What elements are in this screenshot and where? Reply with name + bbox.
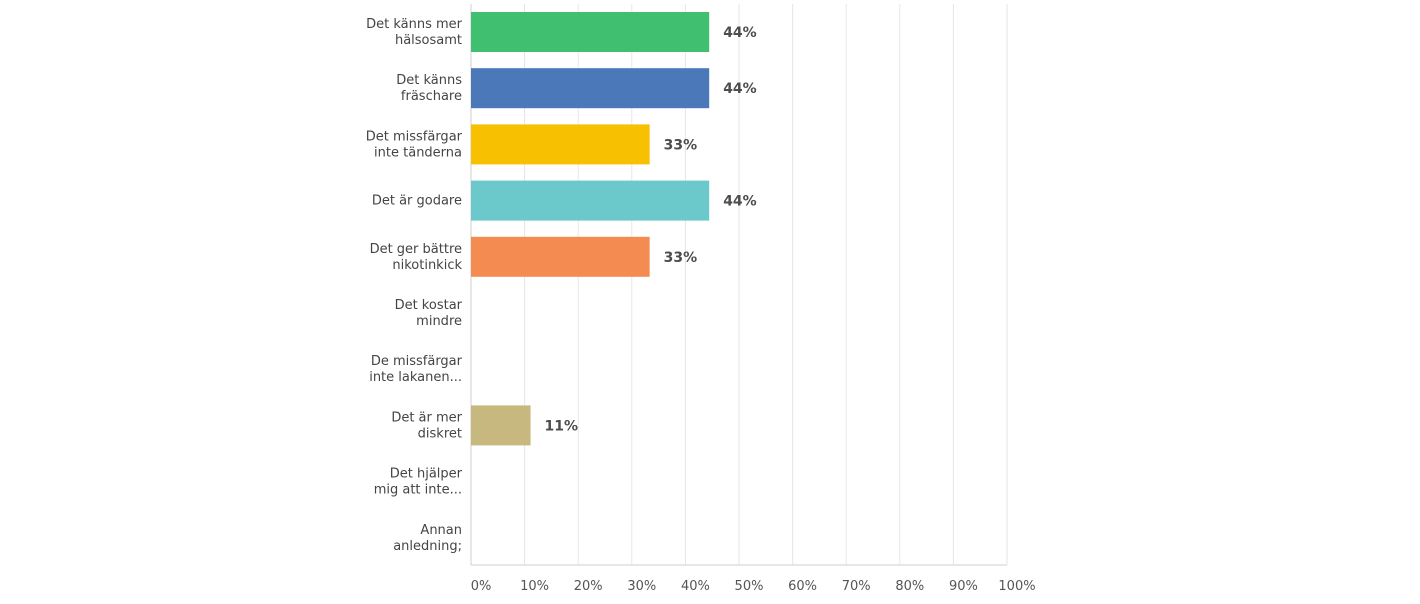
value-label: 11% — [545, 418, 579, 434]
x-tick-label: 60% — [788, 579, 817, 594]
category-label: fräschare — [401, 89, 462, 104]
category-label: nikotinkick — [392, 258, 462, 273]
category-label: Det känns mer — [366, 17, 463, 32]
category-label: inte lakanen... — [369, 370, 462, 385]
bar — [471, 68, 710, 109]
category-label: mig att inte... — [374, 483, 462, 498]
value-label: 33% — [664, 137, 698, 153]
category-label: Annan — [420, 523, 462, 538]
bar — [471, 12, 710, 52]
x-tick-label: 40% — [681, 579, 710, 594]
bar — [471, 124, 650, 165]
bars — [471, 12, 710, 446]
x-tick-label: 70% — [842, 579, 871, 594]
x-tick-label: 0% — [471, 579, 492, 594]
category-label: Det är godare — [372, 194, 462, 209]
category-label: mindre — [416, 314, 462, 329]
x-tick-label: 50% — [735, 579, 764, 594]
value-label: 33% — [664, 250, 698, 266]
category-label: De missfärgar — [371, 354, 463, 369]
category-label: anledning; — [393, 539, 462, 554]
value-label: 44% — [723, 81, 757, 97]
category-label: hälsosamt — [395, 33, 462, 48]
category-label: diskret — [418, 426, 462, 441]
x-tick-label: 10% — [520, 579, 549, 594]
value-labels: 44% 44% 33% 44% 33% 11% — [545, 25, 757, 434]
category-label: Det kostar — [395, 298, 463, 313]
x-tick-label: 100% — [998, 579, 1035, 594]
bar — [471, 405, 531, 446]
x-tick-labels: 0% 10% 20% 30% 40% 50% 60% 70% 80% 90% 100% — [471, 579, 1036, 594]
category-label: Det missfärgar — [366, 129, 463, 144]
x-tick-label: 30% — [627, 579, 656, 594]
x-tick-label: 90% — [949, 579, 978, 594]
bar — [471, 236, 650, 277]
value-label: 44% — [723, 25, 757, 41]
value-label: 44% — [723, 194, 757, 210]
x-tick-label: 20% — [574, 579, 603, 594]
category-label: Det hjälper — [390, 467, 463, 482]
x-tick-label: 80% — [895, 579, 924, 594]
category-label: Det är mer — [391, 410, 462, 425]
category-label: Det känns — [396, 73, 462, 88]
category-label: inte tänderna — [374, 145, 462, 160]
category-label: Det ger bättre — [370, 242, 462, 257]
bar — [471, 180, 710, 221]
